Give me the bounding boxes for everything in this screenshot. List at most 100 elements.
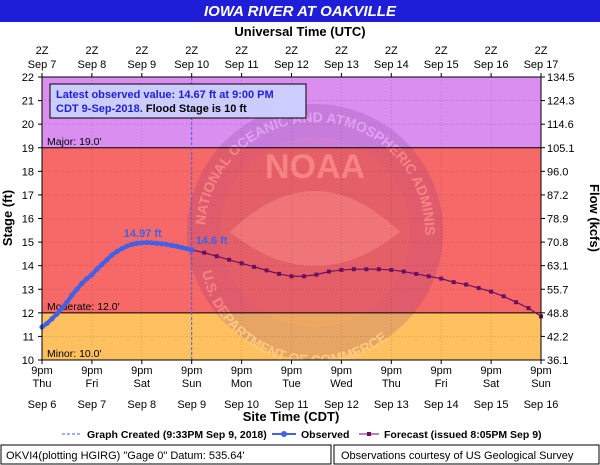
info-box-date: CDT 9-Sep-2018. xyxy=(56,103,143,115)
utc-tick-date: Sep 11 xyxy=(225,59,259,71)
forecast-point xyxy=(301,274,306,279)
stage-tick-label: 21 xyxy=(22,96,34,108)
forecast-point xyxy=(202,250,207,255)
forecast-series xyxy=(189,247,543,319)
forecast-point xyxy=(214,254,219,259)
forecast-point xyxy=(351,267,356,272)
forecast-point xyxy=(414,271,419,276)
observed-point xyxy=(189,247,195,253)
flow-tick-label: 124.3 xyxy=(547,96,575,108)
stage-tick-label: 20 xyxy=(22,119,34,131)
utc-tick-time: 2Z xyxy=(385,45,398,57)
site-time-tick-time: 9pm xyxy=(81,365,102,377)
top-axis-title: Universal Time (UTC) xyxy=(234,24,365,39)
observed-point xyxy=(94,266,100,272)
flow-tick-label: 114.6 xyxy=(547,119,574,131)
info-box-flood-stage: Flood Stage is 10 ft xyxy=(143,103,247,115)
observed-point xyxy=(69,292,75,298)
flow-tick-label: 134.5 xyxy=(547,72,575,84)
latest-value-label: 14.6 ft xyxy=(196,235,228,247)
flow-tick-label: 87.2 xyxy=(547,190,568,202)
site-time-tick-time: 9pm xyxy=(181,365,202,377)
forecast-point xyxy=(439,276,444,281)
site-time-tick-time: 9pm xyxy=(281,365,302,377)
noaa-logo-bird xyxy=(230,191,400,266)
stage-tick-label: 11 xyxy=(23,331,34,343)
legend-created-label: Graph Created (9:33PM Sep 9, 2018) xyxy=(87,429,267,441)
site-time-tick-time: 9pm xyxy=(231,365,252,377)
forecast-point xyxy=(489,289,494,294)
observed-point xyxy=(134,240,140,246)
observed-point xyxy=(74,286,80,292)
forecast-point xyxy=(326,269,331,274)
utc-tick-time: 2Z xyxy=(235,45,248,57)
flow-axis: 36.1 42.2 48.8 55.7 63.1 70.8 78.9 87.2 96.0 105.… xyxy=(541,72,575,367)
utc-tick-date: Sep 7 xyxy=(28,59,57,71)
stage-tick-label: 10 xyxy=(22,355,34,367)
site-time-tick-date: Sep 16 xyxy=(524,399,559,411)
legend-forecast-label: Forecast (issued 8:05PM Sep 9) xyxy=(384,429,542,441)
flow-tick-label: 36.1 xyxy=(547,355,568,367)
observed-point xyxy=(174,243,180,249)
stage-tick-label: 13 xyxy=(22,284,34,296)
forecast-point xyxy=(364,267,369,272)
flow-tick-label: 96.0 xyxy=(547,166,568,178)
forecast-point xyxy=(239,261,244,266)
flow-tick-label: 42.2 xyxy=(547,331,568,343)
observed-point xyxy=(49,316,55,322)
utc-tick-time: 2Z xyxy=(85,45,98,57)
utc-tick-date: Sep 10 xyxy=(174,59,209,71)
forecast-point xyxy=(401,269,406,274)
utc-tick-date: Sep 12 xyxy=(274,59,309,71)
forecast-point xyxy=(314,272,319,277)
utc-tick-date: Sep 9 xyxy=(127,59,156,71)
legend-observed-label: Observed xyxy=(301,429,349,441)
chart-title: IOWA RIVER AT OAKVILLE xyxy=(204,3,397,20)
forecast-point xyxy=(514,300,519,305)
utc-tick-date: Sep 13 xyxy=(324,59,359,71)
flow-axis-title: Flow (kcfs) xyxy=(587,184,600,252)
site-time-tick-day: Sun xyxy=(182,378,202,390)
observed-series xyxy=(39,239,195,330)
site-time-tick-time: 9pm xyxy=(31,365,52,377)
observed-point xyxy=(54,311,60,317)
observed-point xyxy=(144,239,150,246)
observed-point xyxy=(59,305,65,311)
site-time-tick-day: Thu xyxy=(382,378,401,390)
observed-point xyxy=(184,246,190,252)
site-time-tick-day: Thu xyxy=(33,378,52,390)
forecast-point xyxy=(339,267,344,272)
threshold-label-major: Major: 19.0' xyxy=(47,136,102,148)
flow-tick-label: 63.1 xyxy=(547,261,568,273)
threshold-label-minor: Minor: 10.0' xyxy=(47,348,102,360)
observed-point xyxy=(109,252,115,258)
site-time-tick-time: 9pm xyxy=(430,365,451,377)
site-time-tick-date: Sep 14 xyxy=(424,399,459,411)
stage-tick-label: 15 xyxy=(22,237,34,249)
site-time-tick-date: Sep 15 xyxy=(474,399,509,411)
footer-datum-text: OKVI4(plotting HGIRG) "Gage 0" Datum: 53… xyxy=(6,450,245,462)
site-time-tick-time: 9pm xyxy=(331,365,352,377)
utc-tick-time: 2Z xyxy=(485,45,498,57)
observed-point xyxy=(114,248,120,255)
observed-point xyxy=(129,241,135,248)
site-time-tick-date: Sep 8 xyxy=(127,399,156,411)
forecast-point xyxy=(476,286,481,291)
stage-tick-label: 14 xyxy=(22,261,34,273)
forecast-point xyxy=(451,280,456,285)
observed-point xyxy=(139,240,145,246)
observed-point xyxy=(79,280,85,286)
site-time-tick-date: Sep 11 xyxy=(274,399,308,411)
info-box-line1: Latest observed value: 14.67 ft at 9:00 … xyxy=(56,89,274,101)
observed-point xyxy=(124,243,130,249)
forecast-point xyxy=(464,282,469,287)
utc-tick-time: 2Z xyxy=(535,45,548,57)
utc-tick-time: 2Z xyxy=(36,45,49,57)
utc-tick-date: Sep 14 xyxy=(374,59,409,71)
forecast-point xyxy=(289,274,294,279)
site-time-tick-day: Fri xyxy=(435,378,448,390)
site-time-tick-date: Sep 12 xyxy=(324,399,359,411)
observed-point xyxy=(169,242,175,248)
peak-value-label: 14.97 ft xyxy=(124,228,162,240)
